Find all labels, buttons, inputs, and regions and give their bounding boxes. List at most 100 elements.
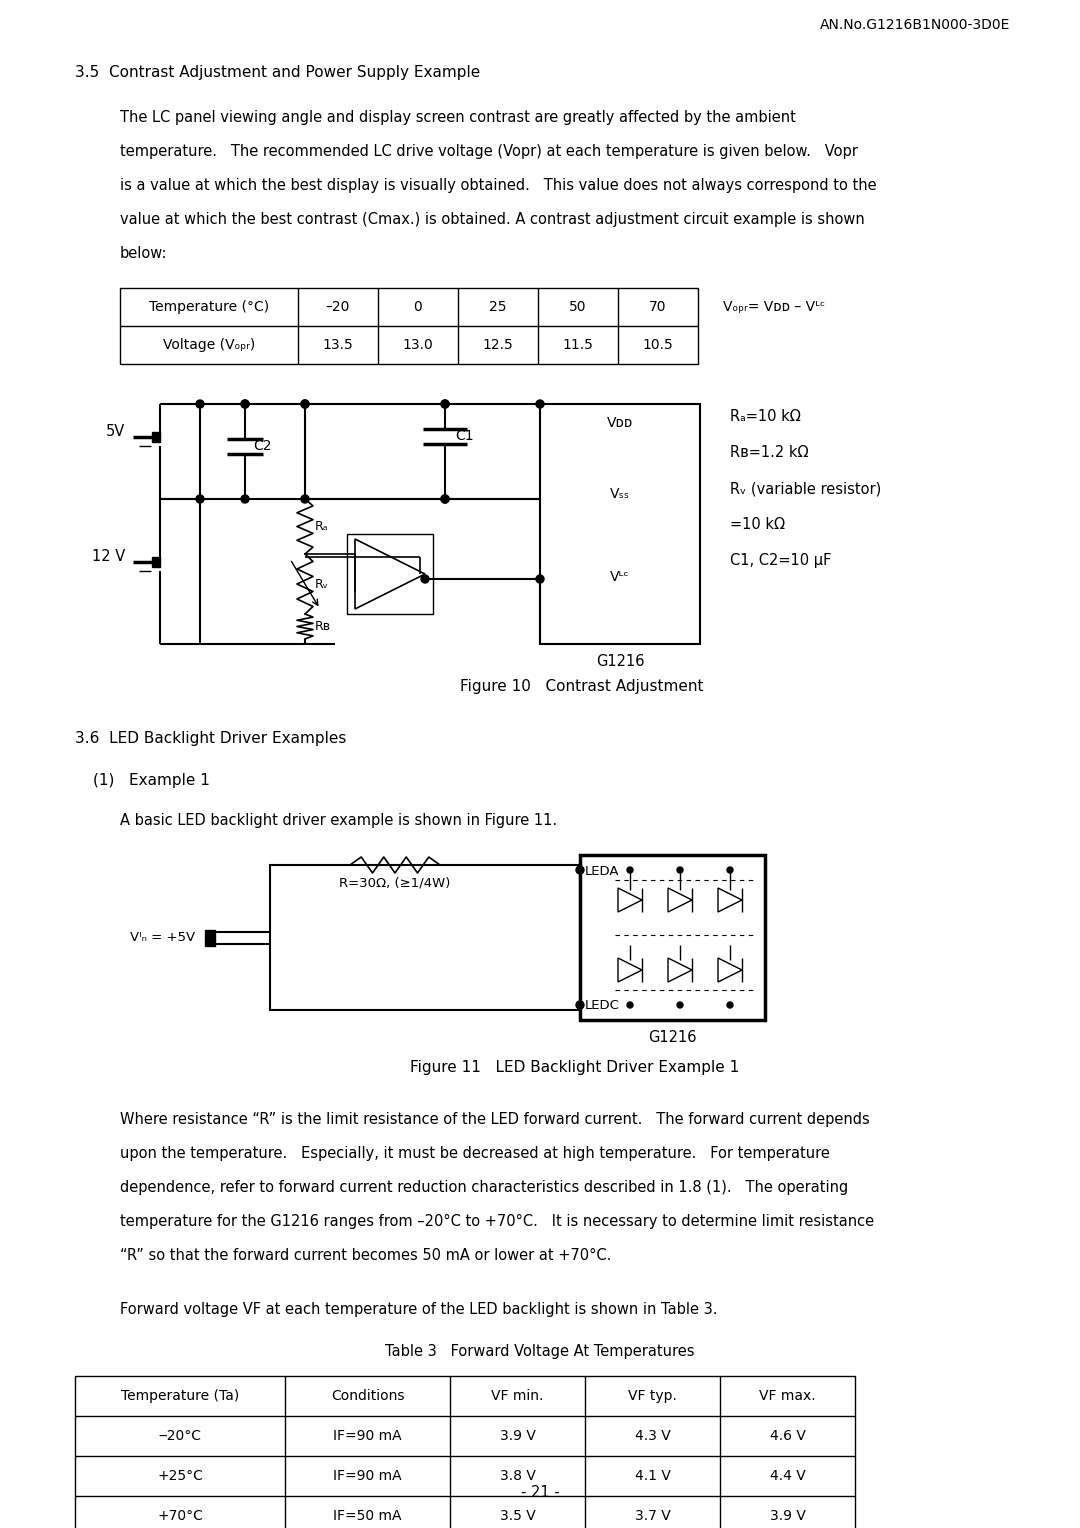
Text: =10 kΩ: =10 kΩ xyxy=(730,516,785,532)
Circle shape xyxy=(536,400,544,408)
Text: 12 V: 12 V xyxy=(92,549,125,564)
Text: VF min.: VF min. xyxy=(491,1389,543,1403)
Text: Where resistance “R” is the limit resistance of the LED forward current.   The f: Where resistance “R” is the limit resist… xyxy=(120,1112,869,1128)
Text: temperature for the G1216 ranges from –20°C to +70°C.   It is necessary to deter: temperature for the G1216 ranges from –2… xyxy=(120,1215,874,1229)
Text: Rв: Rв xyxy=(315,620,332,633)
Circle shape xyxy=(576,866,584,874)
Text: G1216: G1216 xyxy=(648,1030,697,1045)
Text: temperature.   The recommended LC drive voltage (Vopr) at each temperature is gi: temperature. The recommended LC drive vo… xyxy=(120,144,858,159)
Text: - 21 -: - 21 - xyxy=(521,1485,559,1500)
Text: 3.5 V: 3.5 V xyxy=(500,1510,536,1523)
Circle shape xyxy=(241,400,249,408)
Text: VF max.: VF max. xyxy=(759,1389,815,1403)
Text: Rв=1.2 kΩ: Rв=1.2 kΩ xyxy=(730,445,809,460)
Text: Figure 10   Contrast Adjustment: Figure 10 Contrast Adjustment xyxy=(460,678,703,694)
Bar xyxy=(152,431,160,442)
Text: Rᵥ: Rᵥ xyxy=(315,578,329,590)
Text: 4.4 V: 4.4 V xyxy=(770,1468,806,1484)
Text: 3.8 V: 3.8 V xyxy=(500,1468,536,1484)
Circle shape xyxy=(301,400,309,408)
Text: Figure 11   LED Backlight Driver Example 1: Figure 11 LED Backlight Driver Example 1 xyxy=(410,1060,739,1076)
Circle shape xyxy=(677,866,683,872)
Text: 4.3 V: 4.3 V xyxy=(635,1429,671,1442)
Circle shape xyxy=(627,1002,633,1008)
Bar xyxy=(270,865,580,1010)
Circle shape xyxy=(421,575,429,584)
Circle shape xyxy=(301,400,309,408)
Text: 12.5: 12.5 xyxy=(483,338,513,351)
Circle shape xyxy=(727,866,733,872)
Text: 13.0: 13.0 xyxy=(403,338,433,351)
Text: C1: C1 xyxy=(455,429,474,443)
Text: IF=90 mA: IF=90 mA xyxy=(334,1429,402,1442)
Bar xyxy=(75,1377,855,1528)
Text: Vₛₛ: Vₛₛ xyxy=(610,487,630,501)
Text: AN.No.G1216B1N000-3D0E: AN.No.G1216B1N000-3D0E xyxy=(820,18,1010,32)
Text: Vᴵₙ = +5V: Vᴵₙ = +5V xyxy=(130,931,195,944)
Text: –20: –20 xyxy=(326,299,350,313)
Circle shape xyxy=(441,495,449,503)
Text: +70°C: +70°C xyxy=(157,1510,203,1523)
Text: 3.5  Contrast Adjustment and Power Supply Example: 3.5 Contrast Adjustment and Power Supply… xyxy=(75,66,481,79)
Text: 25: 25 xyxy=(489,299,507,313)
Bar xyxy=(580,856,765,1021)
Text: ‒20°C: ‒20°C xyxy=(159,1429,202,1442)
Text: 3.7 V: 3.7 V xyxy=(635,1510,671,1523)
Text: 13.5: 13.5 xyxy=(323,338,353,351)
Text: Vᴅᴅ: Vᴅᴅ xyxy=(607,416,633,429)
Text: 11.5: 11.5 xyxy=(563,338,593,351)
Text: Voltage (Vₒₚᵣ): Voltage (Vₒₚᵣ) xyxy=(163,338,255,351)
Circle shape xyxy=(441,400,449,408)
Circle shape xyxy=(195,400,204,408)
Bar xyxy=(540,403,700,643)
Circle shape xyxy=(241,400,249,408)
Text: 5V: 5V xyxy=(106,423,125,439)
Text: VF typ.: VF typ. xyxy=(629,1389,677,1403)
Text: The LC panel viewing angle and display screen contrast are greatly affected by t: The LC panel viewing angle and display s… xyxy=(120,110,796,125)
Text: upon the temperature.   Especially, it must be decreased at high temperature.   : upon the temperature. Especially, it mus… xyxy=(120,1146,829,1161)
Text: (1)   Example 1: (1) Example 1 xyxy=(93,773,210,788)
Circle shape xyxy=(241,495,249,503)
Text: Rₐ: Rₐ xyxy=(315,520,328,533)
Text: Rₐ=10 kΩ: Rₐ=10 kΩ xyxy=(730,410,800,423)
Circle shape xyxy=(627,866,633,872)
Text: Rᵥ (variable resistor): Rᵥ (variable resistor) xyxy=(730,481,881,497)
Bar xyxy=(152,556,160,567)
Text: 3.6  LED Backlight Driver Examples: 3.6 LED Backlight Driver Examples xyxy=(75,730,347,746)
Text: Conditions: Conditions xyxy=(330,1389,404,1403)
Circle shape xyxy=(441,400,449,408)
Text: Vᴸᶜ: Vᴸᶜ xyxy=(610,570,630,584)
Text: below:: below: xyxy=(120,246,167,261)
Text: +25°C: +25°C xyxy=(157,1468,203,1484)
Circle shape xyxy=(536,575,544,584)
Bar xyxy=(120,287,698,364)
Text: LEDC: LEDC xyxy=(585,999,620,1012)
Text: dependence, refer to forward current reduction characteristics described in 1.8 : dependence, refer to forward current red… xyxy=(120,1180,848,1195)
Text: IF=90 mA: IF=90 mA xyxy=(334,1468,402,1484)
Text: 10.5: 10.5 xyxy=(643,338,673,351)
Text: Forward voltage VF at each temperature of the LED backlight is shown in Table 3.: Forward voltage VF at each temperature o… xyxy=(120,1302,717,1317)
Circle shape xyxy=(576,1001,584,1008)
Text: Table 3   Forward Voltage At Temperatures: Table 3 Forward Voltage At Temperatures xyxy=(386,1345,694,1358)
Circle shape xyxy=(195,495,204,503)
Circle shape xyxy=(301,495,309,503)
Text: 3.9 V: 3.9 V xyxy=(770,1510,806,1523)
Text: R=30Ω, (≥1/4W): R=30Ω, (≥1/4W) xyxy=(339,877,450,889)
Text: value at which the best contrast (Cmax.) is obtained. A contrast adjustment circ: value at which the best contrast (Cmax.)… xyxy=(120,212,865,228)
Text: “R” so that the forward current becomes 50 mA or lower at +70°C.: “R” so that the forward current becomes … xyxy=(120,1248,611,1264)
Text: 4.6 V: 4.6 V xyxy=(770,1429,806,1442)
Text: is a value at which the best display is visually obtained.   This value does not: is a value at which the best display is … xyxy=(120,177,877,193)
Text: 0: 0 xyxy=(414,299,422,313)
Bar xyxy=(347,533,433,614)
Text: Vₒₚᵣ= Vᴅᴅ – Vᴸᶜ: Vₒₚᵣ= Vᴅᴅ – Vᴸᶜ xyxy=(723,299,825,313)
Circle shape xyxy=(727,1002,733,1008)
Text: Temperature (Ta): Temperature (Ta) xyxy=(121,1389,239,1403)
Text: IF=50 mA: IF=50 mA xyxy=(334,1510,402,1523)
Text: C2: C2 xyxy=(253,440,271,454)
Text: 4.1 V: 4.1 V xyxy=(635,1468,671,1484)
Text: LEDA: LEDA xyxy=(585,865,620,879)
Text: A basic LED backlight driver example is shown in Figure 11.: A basic LED backlight driver example is … xyxy=(120,813,557,828)
Text: 70: 70 xyxy=(649,299,666,313)
Circle shape xyxy=(441,495,449,503)
Text: Temperature (°C): Temperature (°C) xyxy=(149,299,269,313)
